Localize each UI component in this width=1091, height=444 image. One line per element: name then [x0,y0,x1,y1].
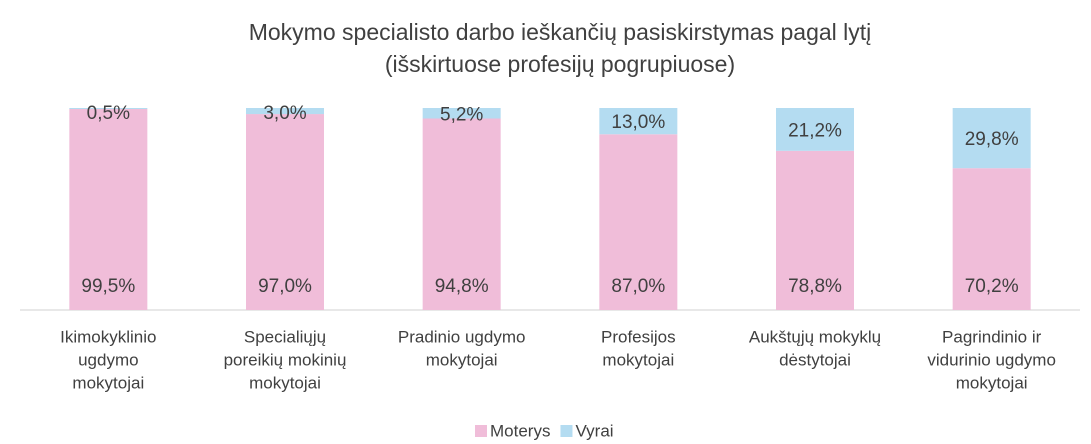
data-label: 97,0% [258,276,312,297]
x-tick-label: mokytojai [72,373,144,392]
bar-segment [776,150,854,310]
bar-segment [599,134,678,310]
legend-label: Moterys [490,421,550,440]
chart-title: Mokymo specialisto darbo ieškančių pasis… [249,19,872,45]
bar-segment [599,108,678,135]
bar-segment [422,108,501,119]
bar-segment [952,168,1031,310]
x-tick-label: Pradinio ugdymo [398,327,526,346]
x-tick-label: Pagrindinio ir [942,327,1042,346]
x-tick-label: Ikimokyklinio [60,327,156,346]
data-label: 0,5% [87,103,130,124]
bar-segment [246,114,324,310]
x-tick-label: Aukštųjų mokyklų [749,327,881,346]
bar-segment [246,108,324,115]
data-label: 87,0% [611,276,665,297]
bar-segment [776,108,854,151]
x-tick-label: ugdymo [78,350,138,369]
legend-swatch [475,425,487,437]
data-label: 99,5% [81,276,135,297]
data-label: 78,8% [788,276,842,297]
x-tick-label: mokytojai [249,373,321,392]
data-label: 21,2% [788,120,842,141]
data-label: 29,8% [965,129,1019,150]
x-tick-label: mokytojai [956,373,1028,392]
data-label: 5,2% [440,104,483,125]
x-tick-label: Specialiųjų [244,327,326,346]
bar-segment [69,109,148,310]
bar-segment [69,108,148,110]
data-label: 13,0% [611,112,665,133]
data-label: 70,2% [965,276,1019,297]
x-tick-label: vidurinio ugdymo [927,350,1056,369]
data-label: 3,0% [263,103,306,124]
x-tick-label: dėstytojai [779,350,851,369]
legend-label: Vyrai [575,421,613,440]
legend-swatch [560,425,573,437]
x-tick-label: mokytojai [602,350,674,369]
chart-title: (išskirtuose profesijų pogrupiuose) [385,51,735,77]
bar-segment [952,108,1031,169]
data-label: 94,8% [435,276,489,297]
x-tick-label: poreikių mokinių [224,350,347,369]
bar-segment [422,118,501,310]
x-tick-label: mokytojai [426,350,498,369]
x-tick-label: Profesijos [601,327,676,346]
